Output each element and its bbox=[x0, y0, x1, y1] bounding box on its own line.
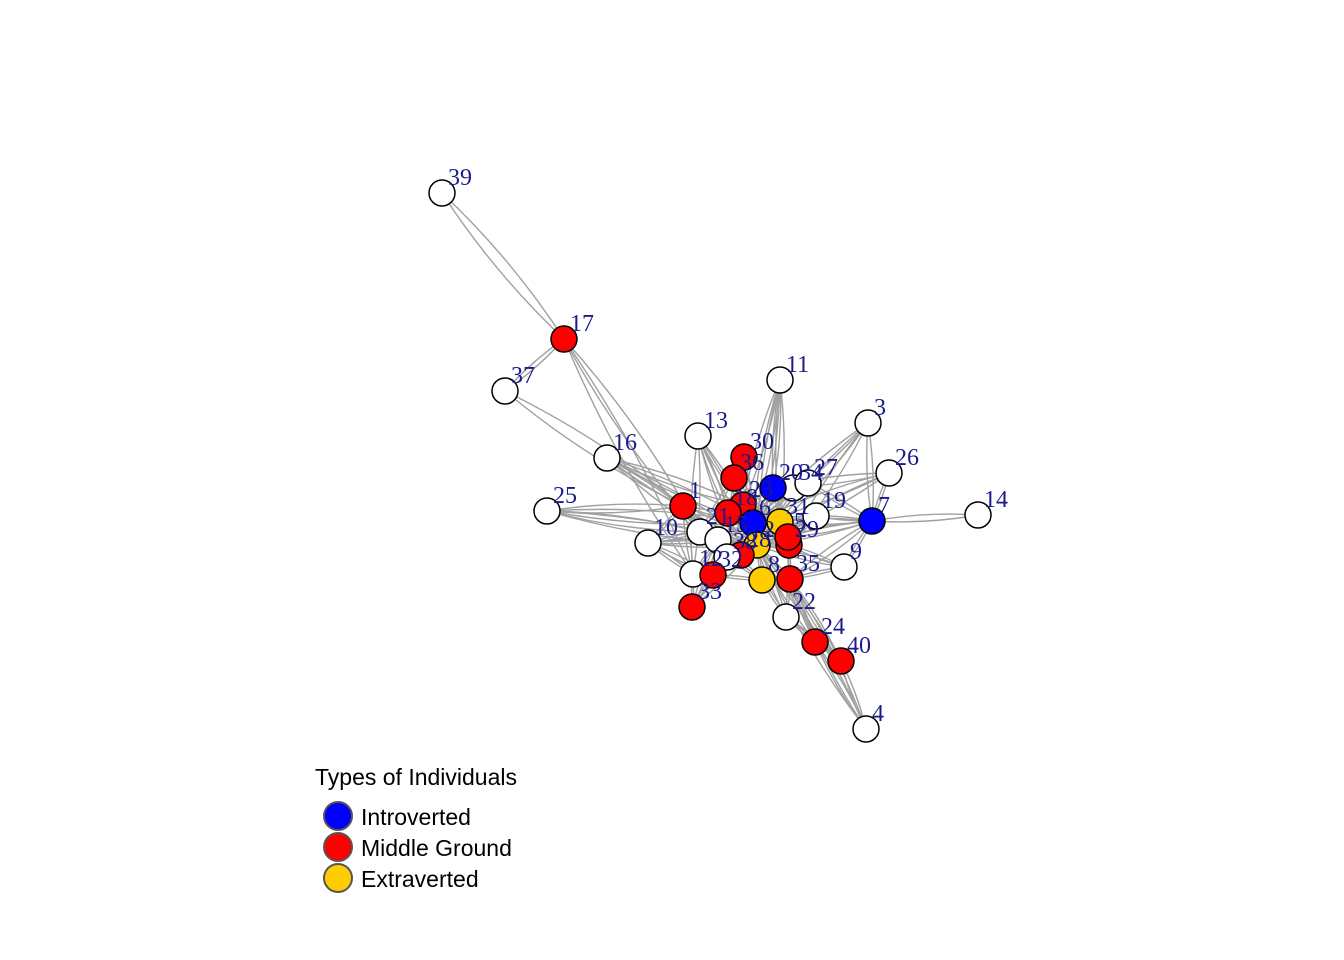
node-7 bbox=[858, 507, 886, 535]
node-label-30: 30 bbox=[750, 429, 774, 455]
node-37 bbox=[491, 377, 519, 405]
edge-16-23 bbox=[606, 457, 744, 506]
edge-17-12 bbox=[563, 338, 694, 575]
node-label-35: 35 bbox=[796, 551, 820, 577]
node-8 bbox=[748, 566, 776, 594]
node-label-19: 19 bbox=[822, 488, 846, 514]
node-13 bbox=[684, 422, 712, 450]
node-label-20: 20 bbox=[779, 460, 803, 486]
node-label-14: 14 bbox=[984, 487, 1008, 513]
node-label-29: 29 bbox=[795, 517, 819, 543]
node-1 bbox=[669, 492, 697, 520]
node-label-33: 33 bbox=[698, 579, 722, 605]
node-label-21: 21 bbox=[706, 504, 730, 530]
node-39 bbox=[428, 179, 456, 207]
node-22 bbox=[772, 603, 800, 631]
edge-25-21 bbox=[546, 510, 701, 533]
node-40 bbox=[827, 647, 855, 675]
node-label-16: 16 bbox=[613, 430, 637, 456]
legend-item-middle-ground: Middle Ground bbox=[323, 832, 512, 862]
edge-39-17 bbox=[441, 192, 565, 340]
node-24 bbox=[801, 628, 829, 656]
node-4 bbox=[852, 715, 880, 743]
node-10 bbox=[634, 529, 662, 557]
legend-label-introverted: Introverted bbox=[361, 804, 471, 830]
node-label-1: 1 bbox=[689, 478, 701, 504]
node-label-6: 6 bbox=[759, 495, 771, 521]
node-20 bbox=[759, 474, 787, 502]
node-label-10: 10 bbox=[654, 515, 678, 541]
node-label-38: 38 bbox=[733, 529, 757, 555]
node-25 bbox=[533, 497, 561, 525]
node-label-40: 40 bbox=[847, 633, 871, 659]
edge-11-6 bbox=[752, 379, 781, 524]
node-label-28: 28 bbox=[747, 527, 771, 553]
node-label-3: 3 bbox=[874, 395, 886, 421]
edge-25-21 bbox=[546, 510, 701, 533]
node-label-31: 31 bbox=[786, 494, 810, 520]
node-label-4: 4 bbox=[872, 701, 884, 727]
node-label-12: 12 bbox=[699, 546, 723, 572]
legend-label-extraverted: Extraverted bbox=[361, 866, 479, 892]
node-17 bbox=[550, 325, 578, 353]
legend-item-introverted: Introverted bbox=[323, 801, 471, 831]
edge-40-2 bbox=[756, 544, 842, 662]
node-36 bbox=[720, 464, 748, 492]
node-label-39: 39 bbox=[448, 165, 472, 191]
legend-title: Types of Individuals bbox=[315, 764, 517, 790]
node-label-26: 26 bbox=[895, 445, 919, 471]
edge-11-31 bbox=[779, 379, 785, 523]
node-label-2: 2 bbox=[763, 517, 775, 543]
nodes-layer bbox=[428, 179, 992, 743]
node-label-9: 9 bbox=[850, 539, 862, 565]
legend-swatch-middle-ground bbox=[323, 832, 353, 862]
node-14 bbox=[964, 501, 992, 529]
node-label-15: 15 bbox=[724, 512, 748, 538]
edge-3-7 bbox=[867, 422, 874, 522]
node-32 bbox=[699, 561, 727, 589]
node-27 bbox=[794, 469, 822, 497]
node-label-25: 25 bbox=[553, 483, 577, 509]
edge-4-35 bbox=[789, 578, 867, 730]
legend-swatch-extraverted bbox=[323, 863, 353, 893]
node-16 bbox=[593, 444, 621, 472]
edge-37-1 bbox=[504, 390, 684, 507]
node-19 bbox=[802, 502, 830, 530]
node-label-5: 5 bbox=[794, 509, 806, 535]
edge-40-2 bbox=[756, 544, 842, 662]
node-label-22: 22 bbox=[792, 589, 816, 615]
node-9 bbox=[830, 553, 858, 581]
node-label-34: 34 bbox=[799, 460, 823, 486]
node-label-32: 32 bbox=[719, 547, 743, 573]
legend-swatch-introverted bbox=[323, 801, 353, 831]
node-label-13: 13 bbox=[704, 408, 728, 434]
node-label-37: 37 bbox=[511, 363, 535, 389]
node-35 bbox=[776, 565, 804, 593]
legend-item-extraverted: Extraverted bbox=[323, 863, 479, 893]
node-11 bbox=[766, 366, 794, 394]
node-label-27: 27 bbox=[814, 455, 838, 481]
node-18 bbox=[714, 499, 742, 527]
node-33 bbox=[678, 593, 706, 621]
node-label-7: 7 bbox=[878, 493, 890, 519]
edge-39-17 bbox=[441, 192, 565, 340]
legend: Types of Individuals Introverted Middle … bbox=[315, 764, 517, 893]
node-label-18: 18 bbox=[734, 485, 758, 511]
node-label-11: 11 bbox=[786, 352, 809, 378]
node-5 bbox=[774, 523, 802, 551]
node-label-24: 24 bbox=[821, 614, 845, 640]
node-label-23: 23 bbox=[749, 477, 773, 503]
edge-3-7 bbox=[866, 422, 873, 522]
node-label-8: 8 bbox=[768, 552, 780, 578]
legend-label-middle-ground: Middle Ground bbox=[361, 835, 512, 861]
node-26 bbox=[875, 459, 903, 487]
node-label-17: 17 bbox=[570, 311, 594, 337]
edge-25-1 bbox=[546, 503, 684, 512]
node-3 bbox=[854, 409, 882, 437]
node-label-36: 36 bbox=[740, 450, 764, 476]
